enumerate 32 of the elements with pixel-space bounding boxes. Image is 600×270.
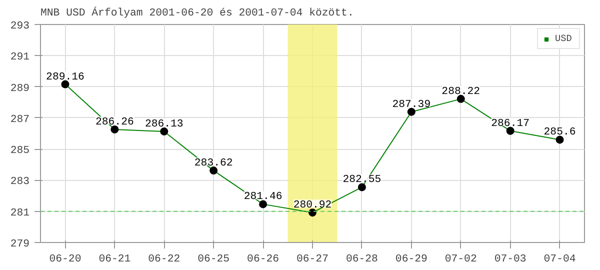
y-tick-label: 287 (10, 114, 30, 126)
legend-label: USD (555, 33, 573, 44)
data-label: 286.13 (144, 118, 184, 130)
y-tick-label: 281 (10, 207, 30, 220)
y-tick-label: 293 (10, 20, 30, 32)
data-label: 281.46 (244, 191, 282, 204)
x-tick-label: 06-29 (395, 254, 428, 266)
x-tick-label: 07-03 (494, 254, 526, 266)
y-tick-label: 279 (10, 238, 30, 250)
data-label: 289.16 (46, 71, 84, 84)
data-label: 287.39 (392, 98, 431, 111)
chart-title: MNB USD Árfolyam 2001-06-20 és 2001-07-04 között. (40, 6, 354, 20)
x-tick-label: 06-25 (198, 254, 230, 266)
x-tick-label: 06-21 (98, 254, 131, 266)
x-tick-label: 06-28 (346, 254, 378, 266)
y-tick-label: 283 (10, 176, 30, 188)
data-label: 282.55 (342, 174, 382, 186)
data-label: 286.17 (491, 118, 530, 130)
x-tick-label: 07-02 (444, 254, 477, 266)
data-label: 283.62 (194, 158, 233, 170)
data-label: 285.6 (544, 126, 576, 139)
data-label: 286.26 (95, 116, 134, 128)
x-tick-label: 06-20 (49, 254, 82, 266)
y-tick-label: 285 (10, 145, 30, 158)
y-tick-label: 289 (10, 82, 30, 95)
data-label: 280.92 (293, 200, 332, 212)
x-tick-label: 06-26 (247, 254, 280, 266)
y-tick-label: 291 (10, 52, 30, 64)
x-tick-label: 06-27 (296, 254, 328, 266)
data-label: 288.22 (442, 86, 480, 98)
x-tick-label: 06-22 (148, 254, 180, 266)
x-tick-label: 07-04 (544, 254, 576, 266)
